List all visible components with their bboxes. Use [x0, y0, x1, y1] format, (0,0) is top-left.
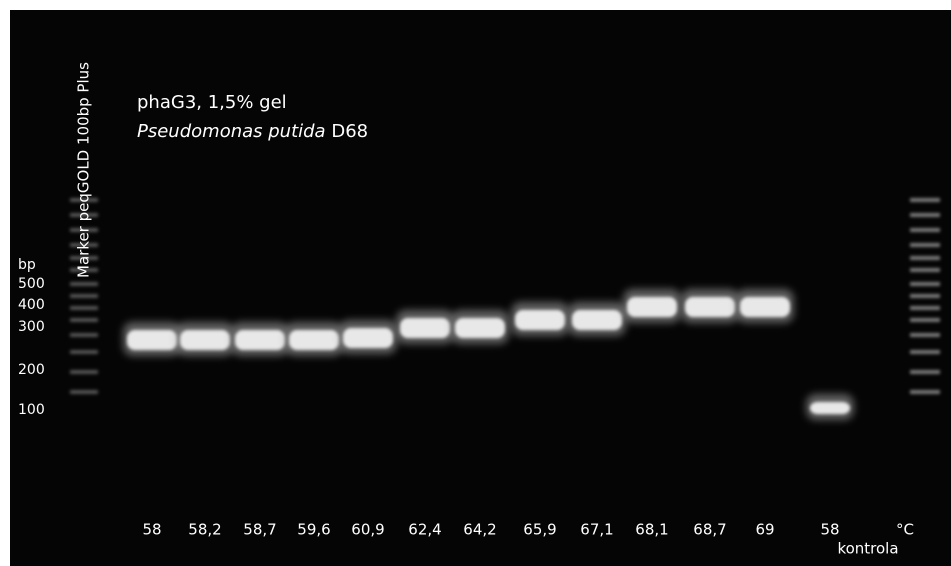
band: [740, 297, 790, 317]
lane-label: 67,1: [580, 521, 613, 539]
size-label: 500: [18, 276, 45, 292]
strain: D68: [331, 121, 368, 142]
ladder-band: [70, 306, 98, 310]
ladder-band: [70, 256, 98, 260]
ladder-band: [910, 370, 940, 374]
ladder-band: [910, 282, 940, 286]
caption-line: Pseudomonas putida D68: [137, 121, 368, 142]
ladder-band: [910, 213, 940, 217]
band: [289, 330, 339, 350]
band: [515, 310, 565, 330]
ladder-band: [70, 370, 98, 374]
band: [627, 297, 677, 317]
lane-label: 58,2: [188, 521, 221, 539]
lane-label: 58,7: [243, 521, 276, 539]
size-label: 200: [18, 362, 45, 378]
ladder-band: [70, 268, 98, 272]
band: [810, 402, 850, 414]
ladder-band: [910, 294, 940, 298]
band: [180, 330, 230, 350]
ladder-band: [70, 228, 98, 232]
bands: [70, 198, 940, 420]
size-label: 400: [18, 297, 45, 313]
ladder-band: [910, 198, 940, 202]
ladder-band: [70, 318, 98, 322]
ladder-band: [70, 294, 98, 298]
band: [400, 318, 450, 338]
ladder-band: [70, 390, 98, 394]
gel-background: [10, 10, 951, 566]
size-label: 100: [18, 402, 45, 418]
ladder-band: [910, 243, 940, 247]
band: [572, 310, 622, 330]
band: [235, 330, 285, 350]
lane-label: 58: [142, 521, 161, 539]
ladder-band: [910, 256, 940, 260]
lane-label: 68,7: [693, 521, 726, 539]
size-unit: bp: [18, 257, 36, 273]
temperature-unit: °C: [896, 521, 914, 539]
ladder-band: [70, 198, 98, 202]
ladder-band: [70, 350, 98, 354]
caption-line: phaG3, 1,5% gel: [137, 92, 287, 113]
ladder-band: [910, 268, 940, 272]
ladder-band: [70, 243, 98, 247]
band: [455, 318, 505, 338]
organism: Pseudomonas putida: [137, 121, 326, 142]
ladder-band: [70, 333, 98, 337]
ladder-band: [910, 306, 940, 310]
lane-label: 59,6: [297, 521, 330, 539]
lane-label: 60,9: [351, 521, 384, 539]
ladder-band: [910, 228, 940, 232]
ladder-band: [910, 350, 940, 354]
ladder-band: [70, 213, 98, 217]
marker-label: Marker peqGOLD 100bp Plus: [75, 62, 93, 278]
lane-label: 65,9: [523, 521, 556, 539]
ladder-band: [70, 282, 98, 286]
lane-label: 68,1: [635, 521, 668, 539]
control-label: kontrola: [837, 540, 898, 558]
ladder-band: [910, 318, 940, 322]
band: [127, 330, 177, 350]
lane-label: 62,4: [408, 521, 441, 539]
size-label: 300: [18, 319, 45, 335]
ladder-band: [910, 333, 940, 337]
lane-label: 64,2: [463, 521, 496, 539]
band: [685, 297, 735, 317]
lane-label: 58: [820, 521, 839, 539]
ladder-band: [910, 390, 940, 394]
band: [343, 328, 393, 348]
lane-label: 69: [755, 521, 774, 539]
